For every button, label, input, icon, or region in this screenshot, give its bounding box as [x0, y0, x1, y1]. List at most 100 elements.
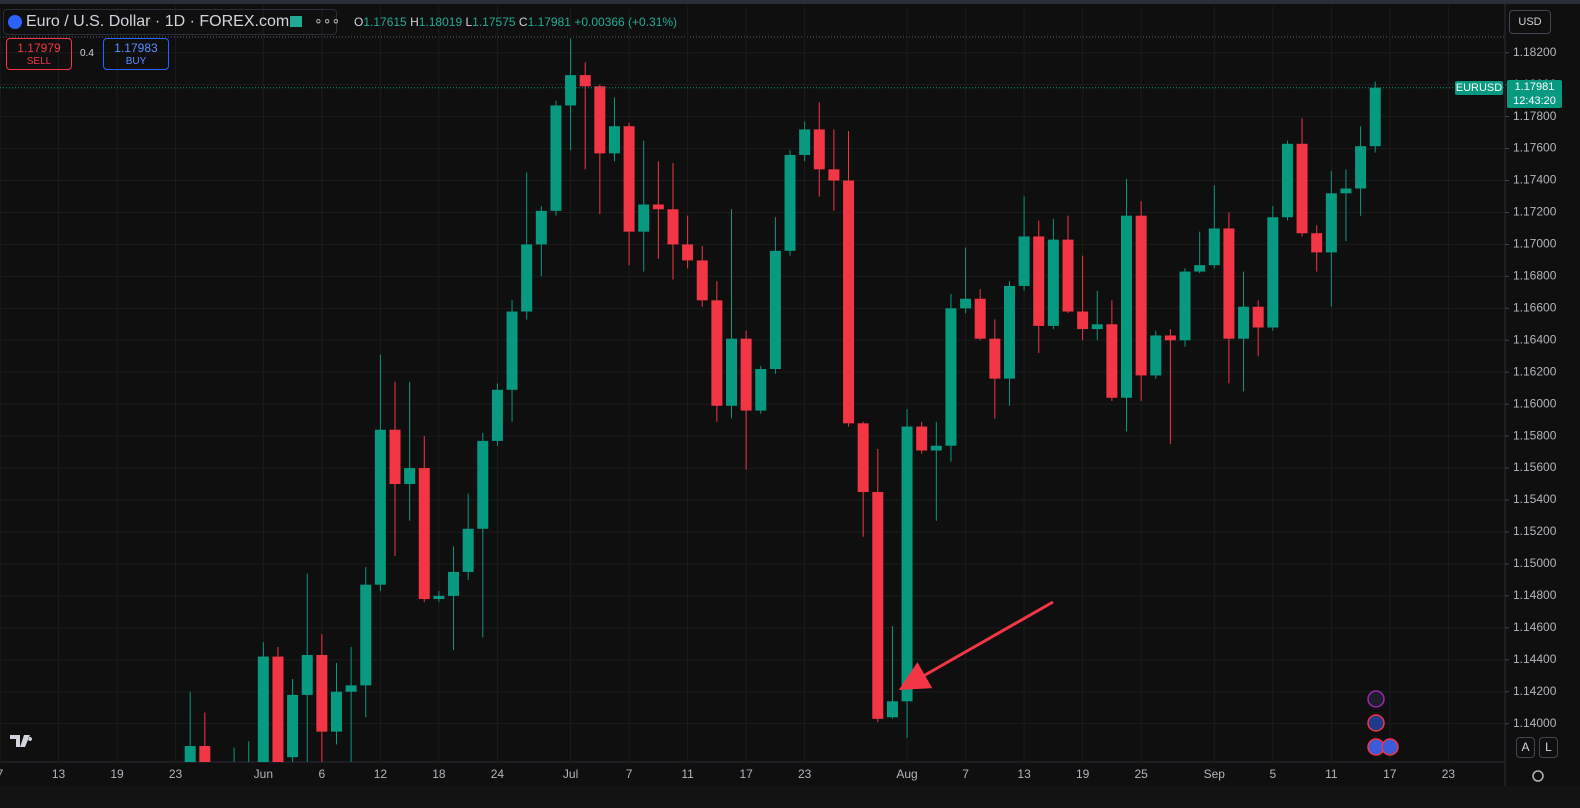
- x-tick-label: 13: [52, 767, 66, 781]
- event-icon[interactable]: [1381, 738, 1399, 756]
- auto-scale-button[interactable]: A: [1516, 737, 1535, 758]
- x-tick-label: 17: [739, 767, 753, 781]
- candle-body: [550, 105, 562, 211]
- symbol-icon: [8, 15, 22, 29]
- candle-body: [682, 244, 694, 261]
- candle-body: [1223, 228, 1235, 339]
- settings-icon[interactable]: [1532, 770, 1544, 782]
- candle-body: [1267, 217, 1279, 328]
- logo: [10, 735, 33, 747]
- x-tick-label: 17: [1383, 767, 1397, 781]
- x-tick-label: 11: [1325, 767, 1338, 781]
- log-scale-button[interactable]: L: [1539, 737, 1558, 758]
- candle-body: [389, 429, 401, 485]
- candle-body: [1238, 306, 1250, 339]
- candle-body: [755, 369, 767, 411]
- countdown: 12:43:20: [1513, 95, 1556, 107]
- buy-label: BUY: [125, 56, 147, 67]
- candle-body: [638, 204, 650, 232]
- sell-price: 1.17979: [17, 41, 61, 55]
- event-icon[interactable]: [1367, 690, 1385, 708]
- candle-body: [901, 426, 913, 702]
- candle-body: [491, 389, 503, 441]
- x-tick-label: 23: [798, 767, 812, 781]
- candle-body: [916, 426, 928, 451]
- candle-body: [1047, 239, 1059, 326]
- event-icon[interactable]: [1367, 714, 1385, 732]
- buy-button[interactable]: 1.17983 BUY: [103, 38, 169, 70]
- candle-body: [799, 129, 811, 155]
- candle-body: [667, 209, 679, 245]
- candle-body: [843, 180, 855, 424]
- sell-button[interactable]: 1.17979 SELL: [6, 38, 72, 70]
- y-tick-label: 1.17800: [1513, 109, 1557, 123]
- y-tick-label: 1.15600: [1513, 460, 1557, 474]
- y-tick-label: 1.14400: [1513, 652, 1557, 666]
- candle-body: [740, 338, 752, 411]
- candle-body: [1077, 311, 1089, 330]
- y-tick-label: 1.18200: [1513, 45, 1557, 59]
- ohlc-label: L: [465, 15, 473, 29]
- candle-body: [462, 528, 474, 572]
- candle-body: [477, 440, 489, 529]
- candle-body: [696, 260, 708, 301]
- x-tick-label: 23: [169, 767, 183, 781]
- x-tick-label: 7: [626, 767, 633, 781]
- candle-body: [886, 701, 898, 718]
- symbol-title: Euro / U.S. Dollar · 1D · FOREX.com: [26, 13, 290, 30]
- y-tick-label: 1.14200: [1513, 684, 1557, 698]
- more-icon[interactable]: ∘∘∘: [314, 12, 341, 28]
- ohlc-value: 1.17575: [472, 15, 516, 29]
- sell-label: SELL: [26, 56, 52, 67]
- y-tick-label: 1.17000: [1513, 237, 1557, 251]
- x-tick-label: 7: [962, 767, 969, 781]
- annotation-arrow: [898, 600, 1054, 690]
- candle-body: [521, 244, 533, 312]
- x-tick-label: 11: [681, 767, 694, 781]
- candle-body: [711, 300, 723, 406]
- candle-body: [784, 154, 796, 251]
- y-tick-label: 1.15000: [1513, 556, 1557, 570]
- candle-body: [1135, 215, 1147, 376]
- candle-body: [930, 445, 942, 451]
- candle-body: [1252, 306, 1264, 328]
- symbol-box[interactable]: Euro / U.S. Dollar · 1D · FOREX.com ∘∘∘: [3, 9, 341, 35]
- ohlc-label: C: [518, 15, 528, 29]
- candle-body: [1018, 236, 1030, 286]
- y-tick-label: 1.16200: [1513, 364, 1557, 378]
- candle-body: [1311, 233, 1323, 253]
- candle-body: [404, 468, 416, 485]
- y-tick-label: 1.17400: [1513, 173, 1557, 187]
- y-tick-label: 1.14600: [1513, 620, 1557, 634]
- candle-body: [448, 571, 460, 596]
- price-tag: 1.17981 12:43:20: [1507, 80, 1562, 108]
- candle-body: [287, 694, 299, 758]
- candle-body: [433, 595, 445, 600]
- candle-body: [257, 656, 269, 762]
- spread: 0.4: [80, 48, 94, 59]
- y-tick-label: 1.14800: [1513, 588, 1557, 602]
- candle-body: [1194, 265, 1206, 272]
- candle-body: [1164, 335, 1176, 341]
- y-tick-label: 1.15200: [1513, 524, 1557, 538]
- currency-button[interactable]: USD: [1509, 10, 1551, 34]
- candle-body: [579, 75, 591, 87]
- ohlc-label: O: [354, 15, 364, 29]
- candle-body: [1150, 335, 1162, 376]
- candle-body: [272, 656, 284, 762]
- candle-body: [1003, 285, 1015, 379]
- candle-body: [330, 691, 342, 732]
- candle-body: [418, 468, 430, 600]
- y-tick-label: 1.15400: [1513, 492, 1557, 506]
- y-tick-label: 1.15800: [1513, 428, 1557, 442]
- event-icons: [1367, 690, 1399, 756]
- x-tick-label: 12: [374, 767, 388, 781]
- candle-body: [184, 746, 196, 762]
- x-tick-label: Sep: [1204, 767, 1226, 781]
- candle-body: [974, 298, 986, 339]
- x-tick-label: 18: [432, 767, 446, 781]
- x-tick-label: 5: [1269, 767, 1276, 781]
- x-tick-label: 23: [1442, 767, 1456, 781]
